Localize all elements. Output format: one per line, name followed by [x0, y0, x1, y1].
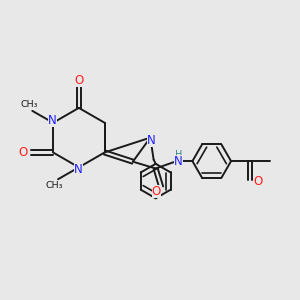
Text: O: O: [19, 146, 28, 159]
Text: N: N: [74, 163, 83, 176]
Text: O: O: [253, 175, 262, 188]
Text: N: N: [174, 155, 183, 169]
Text: CH₃: CH₃: [46, 181, 64, 190]
Text: O: O: [74, 74, 83, 87]
Text: N: N: [147, 134, 155, 147]
Text: CH₃: CH₃: [20, 100, 38, 109]
Text: N: N: [48, 114, 57, 127]
Text: O: O: [152, 185, 161, 199]
Text: H: H: [175, 149, 182, 160]
